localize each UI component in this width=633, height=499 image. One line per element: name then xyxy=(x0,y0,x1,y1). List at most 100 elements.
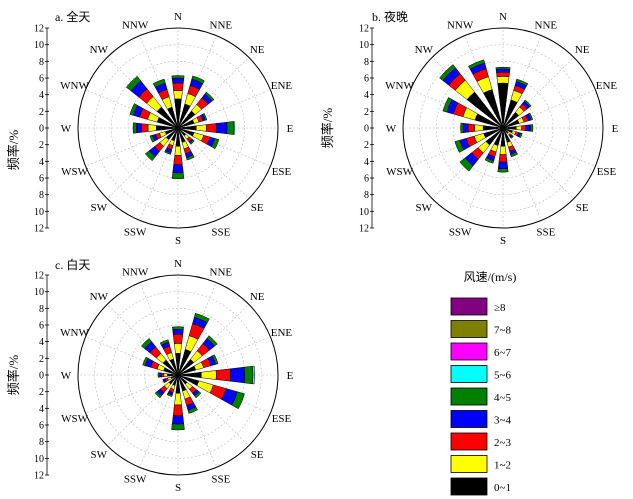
legend: 风速/(m/s) ≥8 7~8 6~7 5~6 4~5 3~4 2~3 1~2 0~1 xyxy=(450,270,517,496)
wind-rose-panel: N NNE NE ENE E ESE SE SSE S SSW SW WSW W WNW NW NNW 0 2 2 4… xyxy=(320,9,619,247)
bar-segment-S-4~5 xyxy=(497,168,509,173)
panel-title: c. 白天 xyxy=(55,257,90,272)
direction-label: N xyxy=(174,11,182,23)
bar-segment-SSE-4~5 xyxy=(510,151,519,158)
axis-label: 频率/% xyxy=(320,108,335,149)
legend-label: 6~7 xyxy=(494,347,511,359)
bar-segment-ENE-4~5 xyxy=(202,112,208,121)
direction-label: W xyxy=(61,370,72,382)
legend-title: 风速/(m/s) xyxy=(464,270,517,284)
bar-segment-E-1~2 xyxy=(200,370,217,380)
bar-segment-S-3~4 xyxy=(497,161,509,170)
bar-segment-S-1~2 xyxy=(174,145,182,156)
legend-swatch xyxy=(450,387,488,406)
bar-segment-E-3~4 xyxy=(525,124,531,132)
radial-tick-label: 6 xyxy=(364,174,369,185)
bar-segment-S-2~3 xyxy=(173,155,183,165)
legend-label: 1~2 xyxy=(494,460,511,472)
radial-tick-label: 2 xyxy=(39,107,44,118)
legend-swatch xyxy=(450,320,488,338)
bar-segment-S-4~5 xyxy=(171,423,185,431)
grid-ring xyxy=(419,44,587,212)
bar-segment-S-3~4 xyxy=(172,164,184,174)
direction-label: N xyxy=(174,258,182,270)
radial-tick-label: 10 xyxy=(359,40,369,51)
grid-ring xyxy=(94,291,262,459)
radial-tick-label: 2 xyxy=(39,387,44,398)
radial-tick-label: 4 xyxy=(39,157,44,168)
radial-tick-label: 0 xyxy=(39,124,44,135)
radial-tick-label: 6 xyxy=(39,74,44,85)
direction-label: ENE xyxy=(271,327,293,339)
bar-segment-NNW-4~5 xyxy=(468,59,485,70)
grid-ring xyxy=(94,44,262,212)
bar-segment-N-2~3 xyxy=(172,333,184,344)
bar-segment-SW-4~5 xyxy=(154,391,162,399)
direction-label: NNE xyxy=(210,267,233,279)
grid-ring xyxy=(111,61,245,195)
direction-label: SSW xyxy=(124,473,147,485)
direction-label: NE xyxy=(250,291,265,303)
legend-label: 3~4 xyxy=(494,415,511,427)
direction-label: ESE xyxy=(597,166,617,178)
direction-label: ENE xyxy=(596,80,618,92)
direction-label: SW xyxy=(416,202,433,214)
bar-segment-WSW-4~5 xyxy=(149,134,156,143)
direction-label: SSW xyxy=(449,226,472,238)
bar-segment-W-2~3 xyxy=(161,372,165,378)
bar-segment-NE-4~5 xyxy=(206,335,218,347)
legend-swatch xyxy=(450,297,488,316)
bar-segment-S-3~4 xyxy=(171,415,185,425)
panel-title: b. 夜晚 xyxy=(372,9,408,24)
bar-segment-NNE-4~5 xyxy=(515,78,529,87)
direction-label: WSW xyxy=(61,166,89,178)
bar-segment-E-3~4 xyxy=(215,121,228,135)
direction-label: WNW xyxy=(385,80,414,92)
bar-segment-NNW-4~5 xyxy=(159,339,170,346)
direction-label: SE xyxy=(251,202,264,214)
legend-label: 5~6 xyxy=(494,370,511,382)
radial-tick-label: 0 xyxy=(39,371,44,382)
radial-tick-label: 4 xyxy=(364,90,369,101)
legend-swatch xyxy=(450,342,488,361)
direction-label: W xyxy=(386,123,397,135)
bar-segment-SSW-4~5 xyxy=(166,392,173,397)
direction-label: WNW xyxy=(60,327,89,339)
legend-swatch xyxy=(450,432,488,451)
bar-segment-SW-4~5 xyxy=(144,150,156,162)
bar-segment-N-3~4 xyxy=(495,68,511,73)
legend-swatch xyxy=(450,455,488,473)
radial-tick-label: 10 xyxy=(34,454,44,465)
panel-title: a. 全天 xyxy=(55,9,90,24)
direction-label: SW xyxy=(91,202,108,214)
bar-segment-W-1~2 xyxy=(163,373,168,377)
grid-spoke xyxy=(502,127,574,199)
legend-label: 7~8 xyxy=(494,325,511,337)
direction-label: W xyxy=(61,123,72,135)
direction-label: E xyxy=(287,370,294,382)
direction-label: NE xyxy=(250,44,265,56)
direction-label: E xyxy=(287,123,294,135)
radial-tick-label: 2 xyxy=(39,140,44,151)
grid-spoke xyxy=(85,374,179,414)
direction-label: S xyxy=(500,235,506,247)
grid-ring xyxy=(436,61,570,195)
radial-tick-label: 8 xyxy=(39,304,44,315)
legend-label: ≥8 xyxy=(494,302,506,314)
direction-label: NNW xyxy=(447,20,474,32)
radial-tick-label: 10 xyxy=(34,287,44,298)
radial-tick-label: 10 xyxy=(34,207,44,218)
bar-segment-S-2~3 xyxy=(172,404,184,417)
radial-tick-label: 4 xyxy=(39,337,44,348)
direction-label: WSW xyxy=(61,413,89,425)
bar-segment-N-1~2 xyxy=(174,343,182,354)
bar-segment-NNE-4~5 xyxy=(191,75,205,84)
radial-tick-label: 12 xyxy=(359,224,369,235)
direction-label: SW xyxy=(91,449,108,461)
radial-tick-label: 0 xyxy=(364,124,369,135)
bar-segment-W-2~3 xyxy=(467,123,476,133)
bar-segment-WSW-4~5 xyxy=(162,378,166,384)
legend-label: 0~1 xyxy=(494,482,511,494)
bar-segment-WNW-4~5 xyxy=(442,97,453,113)
